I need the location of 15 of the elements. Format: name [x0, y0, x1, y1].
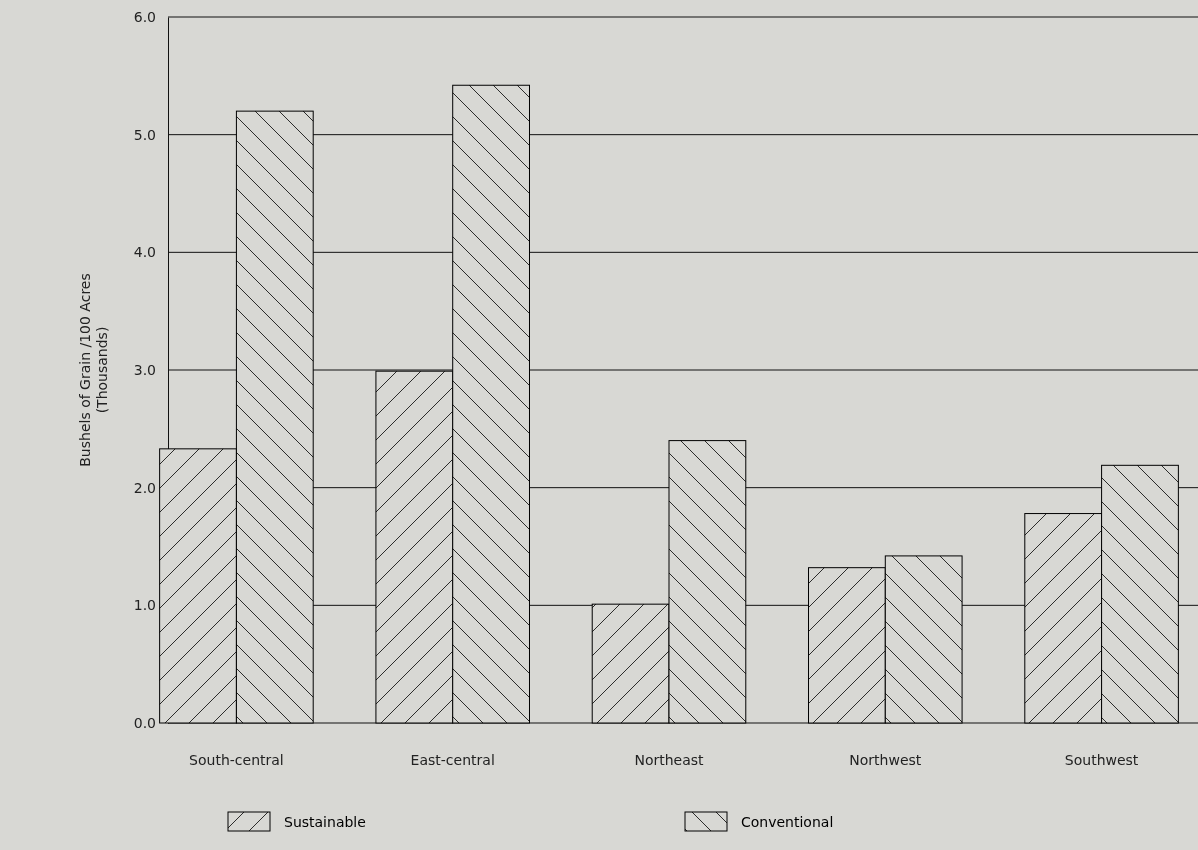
y-tick-label: 0.0: [133, 714, 156, 731]
y-tick-label: 1.0: [133, 597, 156, 614]
legend-label: Conventional: [741, 814, 834, 830]
y-tick-label: 2.0: [133, 479, 156, 496]
x-tick-label: Southwest: [1064, 752, 1139, 768]
y-tick-label: 6.0: [133, 8, 156, 25]
x-tick-label: Northeast: [634, 752, 705, 768]
legend-label: Sustainable: [284, 814, 366, 830]
x-tick-label: Northwest: [849, 752, 922, 768]
y-axis-title: Bushels of Grain /100 Acres (Thousands): [77, 273, 110, 467]
x-tick-label: South-central: [189, 752, 284, 768]
y-tick-label: 4.0: [133, 244, 156, 261]
x-tick-label: East-central: [410, 752, 495, 768]
y-tick-label: 3.0: [133, 361, 156, 378]
y-tick-label: 5.0: [133, 126, 156, 143]
